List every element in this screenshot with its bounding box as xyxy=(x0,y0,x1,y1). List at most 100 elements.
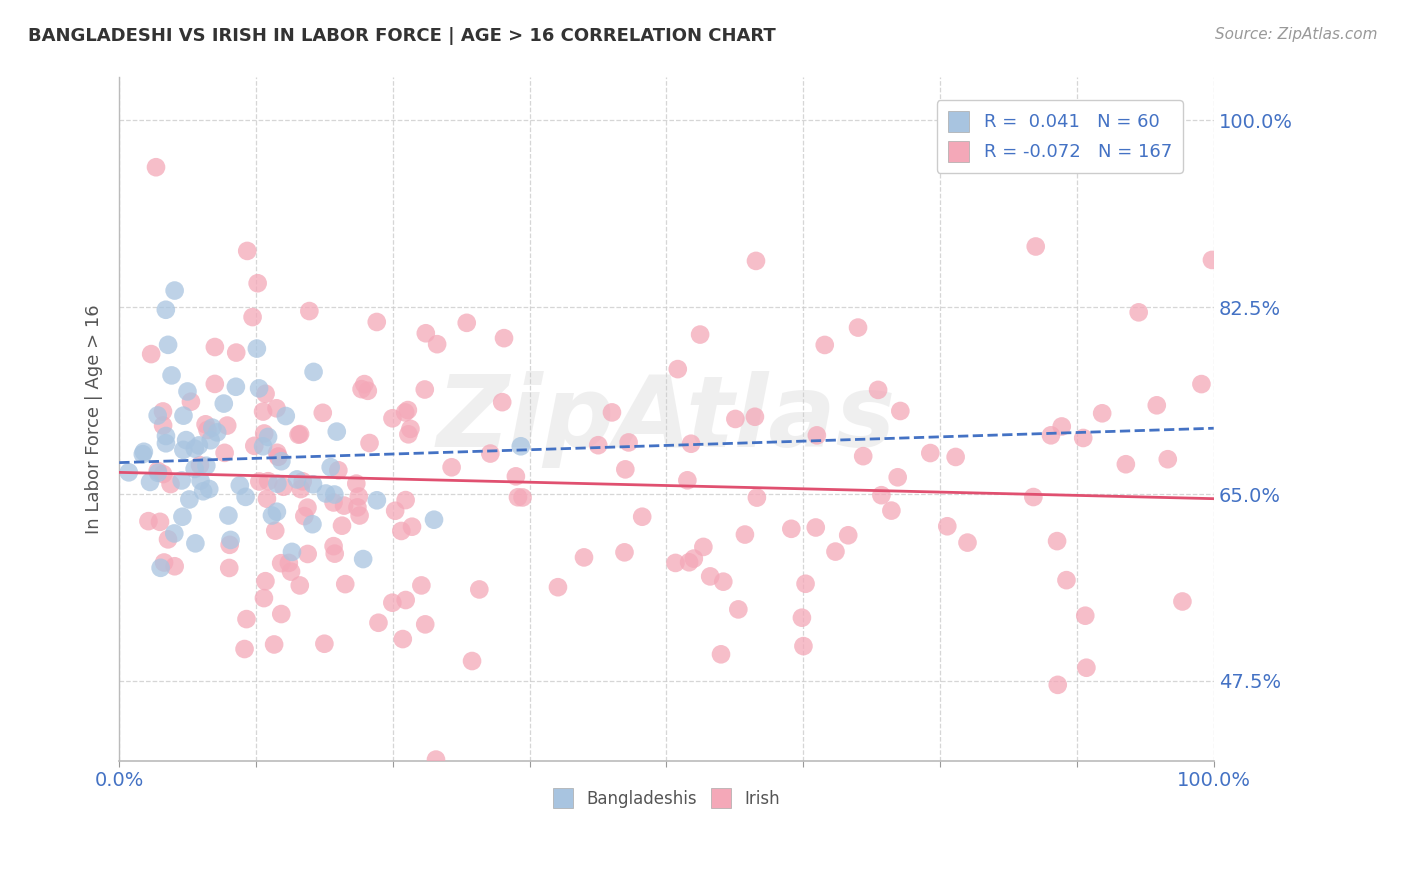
Point xyxy=(367,615,389,630)
Point xyxy=(1115,457,1137,471)
Point xyxy=(322,495,344,509)
Point xyxy=(509,439,531,453)
Point xyxy=(846,320,869,334)
Point xyxy=(852,449,875,463)
Point xyxy=(266,476,288,491)
Point xyxy=(225,380,247,394)
Point xyxy=(956,535,979,549)
Point xyxy=(218,561,240,575)
Point xyxy=(936,519,959,533)
Point xyxy=(254,386,277,401)
Point xyxy=(184,442,207,456)
Point xyxy=(204,340,226,354)
Point xyxy=(163,559,186,574)
Point xyxy=(183,462,205,476)
Point xyxy=(219,533,242,547)
Point xyxy=(1039,428,1062,442)
Point xyxy=(824,544,846,558)
Point xyxy=(163,526,186,541)
Point xyxy=(425,753,447,767)
Point xyxy=(734,527,756,541)
Point xyxy=(794,576,817,591)
Point xyxy=(350,382,373,396)
Point xyxy=(302,365,325,379)
Point xyxy=(172,442,194,457)
Point xyxy=(837,528,859,542)
Text: BANGLADESHI VS IRISH IN LABOR FORCE | AGE > 16 CORRELATION CHART: BANGLADESHI VS IRISH IN LABOR FORCE | AG… xyxy=(28,27,776,45)
Point xyxy=(512,491,534,505)
Point xyxy=(333,499,356,513)
Point xyxy=(267,450,290,464)
Point xyxy=(138,514,160,528)
Point xyxy=(440,460,463,475)
Point xyxy=(1191,377,1213,392)
Point xyxy=(146,466,169,480)
Point xyxy=(146,409,169,423)
Point xyxy=(395,593,418,607)
Text: ZipAtlas: ZipAtlas xyxy=(437,371,896,467)
Point xyxy=(399,422,422,436)
Point xyxy=(152,467,174,481)
Point xyxy=(384,504,406,518)
Point xyxy=(1056,573,1078,587)
Point xyxy=(163,284,186,298)
Point xyxy=(1050,419,1073,434)
Point xyxy=(273,480,295,494)
Point xyxy=(218,538,240,552)
Point xyxy=(285,472,308,486)
Point xyxy=(212,396,235,410)
Point xyxy=(1046,678,1069,692)
Point xyxy=(945,450,967,464)
Point xyxy=(179,492,201,507)
Point xyxy=(174,433,197,447)
Point xyxy=(335,577,357,591)
Point xyxy=(205,425,228,440)
Point xyxy=(264,524,287,538)
Point xyxy=(678,555,700,569)
Point xyxy=(274,409,297,423)
Point xyxy=(200,434,222,448)
Point xyxy=(314,637,336,651)
Point xyxy=(197,423,219,437)
Point xyxy=(614,462,637,476)
Point xyxy=(254,574,277,589)
Point xyxy=(298,304,321,318)
Point xyxy=(176,384,198,399)
Point xyxy=(381,411,404,425)
Point xyxy=(1076,661,1098,675)
Point xyxy=(280,565,302,579)
Legend: Bangladeshis, Irish: Bangladeshis, Irish xyxy=(547,781,786,814)
Point xyxy=(315,486,337,500)
Point xyxy=(391,632,413,646)
Point xyxy=(323,487,346,501)
Point xyxy=(152,404,174,418)
Point xyxy=(389,524,412,538)
Point xyxy=(301,517,323,532)
Point xyxy=(689,327,711,342)
Point xyxy=(297,500,319,515)
Point xyxy=(247,475,270,489)
Point xyxy=(145,160,167,174)
Point xyxy=(676,473,699,487)
Point xyxy=(806,428,828,442)
Point xyxy=(468,582,491,597)
Point xyxy=(780,522,803,536)
Point xyxy=(253,426,276,441)
Point xyxy=(479,446,502,460)
Point xyxy=(263,637,285,651)
Point xyxy=(547,580,569,594)
Point xyxy=(201,420,224,434)
Point xyxy=(302,477,325,491)
Point xyxy=(357,384,380,398)
Point xyxy=(352,552,374,566)
Point xyxy=(353,377,375,392)
Point xyxy=(804,520,827,534)
Point xyxy=(118,466,141,480)
Point xyxy=(396,427,419,442)
Point xyxy=(149,515,172,529)
Point xyxy=(699,569,721,583)
Point xyxy=(456,316,478,330)
Point xyxy=(745,254,768,268)
Point xyxy=(297,547,319,561)
Point xyxy=(270,556,292,570)
